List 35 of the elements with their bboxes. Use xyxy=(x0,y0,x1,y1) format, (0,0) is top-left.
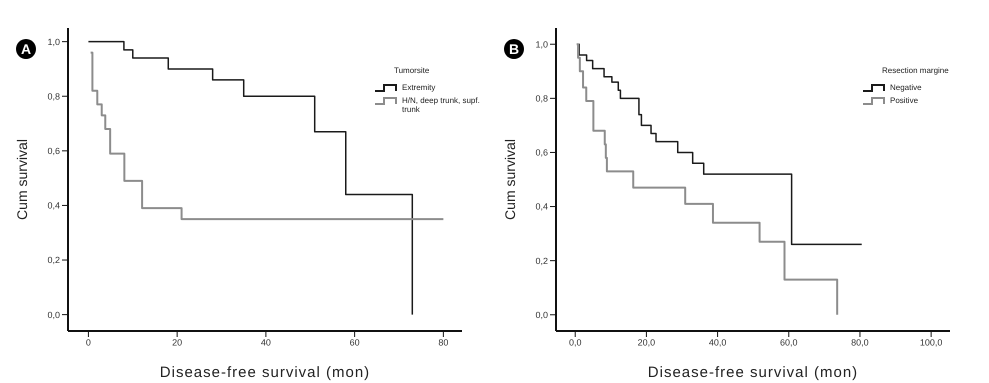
y-tick-label: 0,4 xyxy=(47,200,60,211)
y-tick-label: 0,8 xyxy=(47,91,60,102)
legend-label: Negative xyxy=(890,83,922,92)
x-tick-label: 0,0 xyxy=(568,337,582,348)
legend-label: H/N, deep trunk, supf. trunk xyxy=(402,96,481,114)
x-tick-label: 80,0 xyxy=(851,337,869,348)
legend-label: Extremity xyxy=(402,83,436,92)
y-tick-label: 0,6 xyxy=(47,146,60,156)
y-axis-title: Cum survival xyxy=(14,139,30,220)
y-tick-label: 0,0 xyxy=(47,310,60,320)
panel-badge: A xyxy=(16,39,36,59)
x-tick-label: 40,0 xyxy=(708,337,726,348)
x-tick-label: 40 xyxy=(260,337,271,348)
y-tick-label: 0,2 xyxy=(535,256,548,266)
y-tick-label: 0,2 xyxy=(47,255,60,266)
y-tick-label: 0,6 xyxy=(535,148,548,158)
legend-title: Tumorsite xyxy=(394,66,430,75)
x-axis-title: Disease-free survival (mon) xyxy=(160,364,370,381)
y-axis-title: Cum survival xyxy=(502,139,518,220)
x-tick-label: 20 xyxy=(172,337,182,348)
x-tick-label: 100,0 xyxy=(920,337,942,348)
y-tick-label: 0,0 xyxy=(535,310,548,320)
legend-label: Positive xyxy=(890,96,918,105)
panel-badge: B xyxy=(504,39,524,59)
x-axis-title: Disease-free survival (mon) xyxy=(648,364,858,381)
y-tick-label: 1,0 xyxy=(535,39,548,50)
x-tick-label: 0 xyxy=(86,337,91,348)
y-tick-label: 0,8 xyxy=(535,94,548,104)
y-tick-label: 0,4 xyxy=(535,202,548,212)
x-tick-label: 20,0 xyxy=(638,337,656,348)
x-tick-label: 60 xyxy=(350,337,360,348)
x-tick-label: 60,0 xyxy=(780,337,798,348)
y-tick-label: 1,0 xyxy=(47,36,60,47)
x-tick-label: 80 xyxy=(438,337,448,348)
legend-title: Resection margine xyxy=(882,66,950,75)
